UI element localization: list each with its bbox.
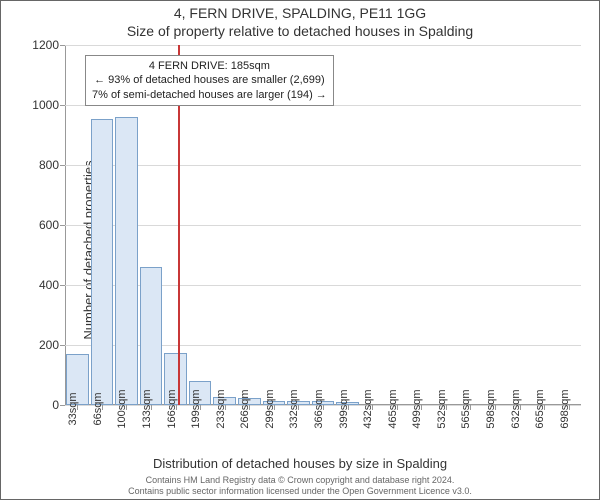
ytick-mark <box>60 165 65 166</box>
xtick-label: 532sqm <box>436 389 448 428</box>
plot-area: 02004006008001000120033sqm66sqm100sqm133… <box>65 45 581 405</box>
xtick-label: 199sqm <box>190 389 202 428</box>
ytick-label: 1200 <box>32 38 59 52</box>
annotation-line: ← 93% of detached houses are smaller (2,… <box>92 73 327 87</box>
xtick-label: 266sqm <box>239 389 251 428</box>
ytick-label: 0 <box>52 398 59 412</box>
xtick-label: 66sqm <box>92 392 104 425</box>
xtick-label: 299sqm <box>264 389 276 428</box>
xtick-label: 100sqm <box>116 389 128 428</box>
xtick-label: 565sqm <box>460 389 472 428</box>
gridline <box>65 165 581 166</box>
xtick-label: 366sqm <box>313 389 325 428</box>
xtick-label: 598sqm <box>485 389 497 428</box>
ytick-mark <box>60 405 65 406</box>
footer-text: Contains HM Land Registry data © Crown c… <box>1 475 599 497</box>
ytick-mark <box>60 285 65 286</box>
xtick-label: 499sqm <box>411 389 423 428</box>
chart-title-2: Size of property relative to detached ho… <box>1 23 599 39</box>
xtick-label: 698sqm <box>559 389 571 428</box>
footer-line-1: Contains HM Land Registry data © Crown c… <box>1 475 599 486</box>
ytick-label: 400 <box>39 278 59 292</box>
histogram-bar <box>140 267 163 405</box>
ytick-label: 600 <box>39 218 59 232</box>
ytick-label: 200 <box>39 338 59 352</box>
ytick-mark <box>60 45 65 46</box>
footer-line-2: Contains public sector information licen… <box>1 486 599 497</box>
annotation-line: 4 FERN DRIVE: 185sqm <box>92 59 327 73</box>
xtick-label: 632sqm <box>510 389 522 428</box>
ytick-mark <box>60 105 65 106</box>
annotation-box: 4 FERN DRIVE: 185sqm← 93% of detached ho… <box>85 55 334 106</box>
ytick-mark <box>60 225 65 226</box>
xtick-label: 233sqm <box>215 389 227 428</box>
ytick-label: 800 <box>39 158 59 172</box>
histogram-bar <box>91 119 114 406</box>
annotation-line: 7% of semi-detached houses are larger (1… <box>92 88 327 102</box>
chart-title-1: 4, FERN DRIVE, SPALDING, PE11 1GG <box>1 5 599 21</box>
x-axis-label: Distribution of detached houses by size … <box>1 456 599 471</box>
gridline <box>65 45 581 46</box>
xtick-label: 399sqm <box>338 389 350 428</box>
chart-container: 4, FERN DRIVE, SPALDING, PE11 1GG Size o… <box>0 0 600 500</box>
xtick-label: 166sqm <box>166 389 178 428</box>
xtick-label: 332sqm <box>288 389 300 428</box>
xtick-label: 133sqm <box>141 389 153 428</box>
ytick-label: 1000 <box>32 98 59 112</box>
histogram-bar <box>115 117 138 405</box>
xtick-label: 432sqm <box>362 389 374 428</box>
ytick-mark <box>60 345 65 346</box>
xtick-label: 665sqm <box>534 389 546 428</box>
xtick-label: 465sqm <box>387 389 399 428</box>
xtick-label: 33sqm <box>67 392 79 425</box>
gridline <box>65 225 581 226</box>
